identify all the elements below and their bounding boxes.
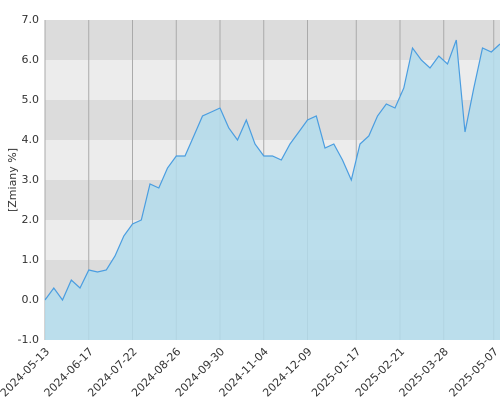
background-band <box>45 20 500 60</box>
area <box>45 40 500 340</box>
y-tick-label: 2.0 <box>22 213 40 226</box>
x-tick-label: 2025-05-07 <box>447 345 500 399</box>
y-axis-label: [Zmiany %] <box>6 148 19 212</box>
y-tick-label: -1.0 <box>18 333 39 346</box>
y-tick-label: 7.0 <box>22 13 40 26</box>
y-tick-label: 6.0 <box>22 53 40 66</box>
y-tick-label: 1.0 <box>22 253 40 266</box>
y-tick-label: 3.0 <box>22 173 40 186</box>
line <box>44 39 500 302</box>
y-tick-label: 0.0 <box>22 293 40 306</box>
y-tick-label: 5.0 <box>22 93 40 106</box>
y-tick-label: 4.0 <box>22 133 40 146</box>
